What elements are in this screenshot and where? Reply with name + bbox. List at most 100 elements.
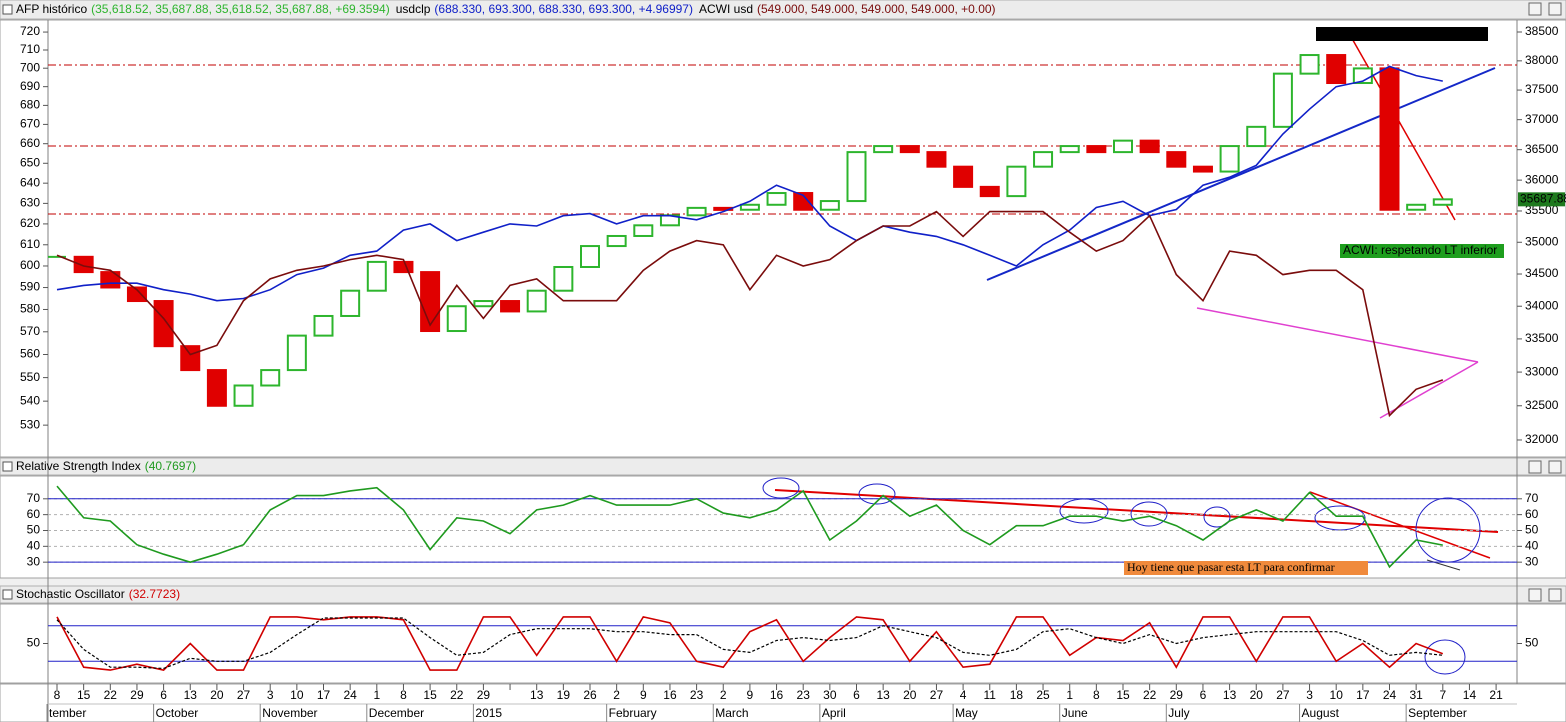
series-line	[56, 485, 1443, 569]
x-tick-label: 26	[583, 688, 597, 702]
x-tick-label: 24	[343, 688, 357, 702]
x-tick-label: 9	[747, 688, 754, 702]
candle	[446, 305, 467, 333]
stoch-header-bar	[0, 585, 1566, 604]
y-tick-label: 660	[20, 136, 40, 150]
trend-line	[1349, 34, 1456, 221]
x-tick-label: 8	[400, 688, 407, 702]
panel-button[interactable]	[1548, 460, 1562, 474]
candle	[1059, 145, 1080, 154]
x-month-label: March	[715, 706, 748, 720]
x-tick-label: 20	[903, 688, 917, 702]
x-tick-label: 29	[1170, 688, 1184, 702]
panel-button[interactable]	[1548, 588, 1562, 602]
x-tick-label: 10	[1330, 688, 1344, 702]
x-tick-label: 14	[1463, 688, 1477, 702]
x-month-label: December	[369, 706, 424, 720]
panel-title: Relative Strength Index	[16, 459, 141, 473]
x-month-label: February	[609, 706, 657, 720]
candle	[340, 289, 361, 317]
panel-button[interactable]	[1548, 2, 1562, 16]
x-tick-label: 13	[1223, 688, 1237, 702]
y-tick-label: 40	[1525, 538, 1539, 552]
y-tick-label: 530	[20, 417, 40, 431]
stoch-panel	[0, 603, 1566, 684]
candle	[1192, 165, 1213, 173]
candle	[126, 286, 147, 303]
x-tick-label: 20	[1250, 688, 1264, 702]
x-tick-label: 30	[823, 688, 837, 702]
x-tick-label: 6	[1200, 688, 1207, 702]
panel-header: AFP histórico (35,618.52, 35,687.88, 35,6…	[16, 2, 996, 16]
x-tick-label: 22	[104, 688, 118, 702]
x-tick-label: 21	[1489, 688, 1503, 702]
candle	[180, 345, 201, 372]
x-tick-label: 24	[1383, 688, 1397, 702]
highlight-ellipse	[858, 483, 896, 505]
panel-button[interactable]	[1528, 460, 1542, 474]
candle	[526, 289, 547, 313]
drawings-rsi	[762, 477, 1499, 571]
x-tick-label: 6	[853, 688, 860, 702]
x-tick-label: 27	[930, 688, 944, 702]
candle	[260, 369, 281, 387]
y-tick-label: 570	[20, 324, 40, 338]
candle	[1166, 151, 1187, 168]
x-tick-label: 17	[317, 688, 331, 702]
x-tick-label: 19	[557, 688, 571, 702]
y-tick-label: 610	[20, 237, 40, 251]
x-month-label: 2015	[475, 706, 502, 720]
y-tick-label: 50	[27, 636, 41, 650]
annotation: Dolar: rebotando en LT inferior	[1319, 26, 1481, 40]
x-month-label: August	[1302, 706, 1340, 720]
y2-tick-label: 36500	[1525, 142, 1559, 156]
panel-readout: (40.7697)	[145, 459, 196, 473]
candle	[473, 300, 494, 308]
y2-tick-label: 33000	[1525, 364, 1559, 378]
y-tick-label: 580	[20, 302, 40, 316]
annotation-box	[1124, 561, 1368, 575]
rsi-header-bar	[0, 457, 1566, 476]
y-tick-label: 650	[20, 155, 40, 169]
y-tick-label: 700	[20, 60, 40, 74]
panel-button[interactable]	[1528, 588, 1542, 602]
highlight-ellipse	[762, 477, 800, 499]
panel-button[interactable]	[1528, 2, 1542, 16]
y2-tick-label: 35500	[1525, 203, 1559, 217]
legend-readout: (549.000, 549.000, 549.000, 549.000, +0.…	[757, 2, 996, 16]
legend-readout: (688.330, 693.300, 688.330, 693.300, +4.…	[434, 2, 693, 16]
x-tick-label: 10	[290, 688, 304, 702]
candle	[313, 314, 334, 337]
y-tick-label: 690	[20, 79, 40, 93]
panel-icon	[2, 461, 13, 472]
candle	[979, 185, 1000, 198]
candle	[793, 192, 814, 211]
x-tick-label: 17	[1356, 688, 1370, 702]
y2-tick-label: 32000	[1525, 432, 1559, 446]
x-tick-label: 22	[1143, 688, 1157, 702]
panel-icon	[2, 4, 13, 15]
y-tick-label: 590	[20, 280, 40, 294]
candle	[1326, 54, 1347, 85]
panel-header: Relative Strength Index (40.7697)	[16, 459, 196, 473]
x-tick-label: 7	[1439, 688, 1446, 702]
candle	[366, 260, 387, 292]
window-buttons[interactable]	[1528, 2, 1562, 602]
x-tick-label: 13	[530, 688, 544, 702]
y2-tick-label: 33500	[1525, 331, 1559, 345]
x-month-label: November	[262, 706, 317, 720]
x-tick-label: 13	[876, 688, 890, 702]
candle	[633, 224, 654, 237]
y2-tick-label: 37000	[1525, 112, 1559, 126]
candle	[233, 384, 254, 407]
trend-line	[774, 489, 1499, 533]
x-tick-label: 8	[54, 688, 61, 702]
candle	[1086, 145, 1107, 154]
x-tick-label: 31	[1409, 688, 1423, 702]
y2-tick-label: 34500	[1525, 266, 1559, 280]
series-line	[56, 210, 1444, 418]
y-tick-label: 50	[1525, 523, 1539, 537]
y2-tick-label: 36000	[1525, 172, 1559, 186]
annotation: ACWI: respetando LT inferior	[1343, 243, 1497, 257]
